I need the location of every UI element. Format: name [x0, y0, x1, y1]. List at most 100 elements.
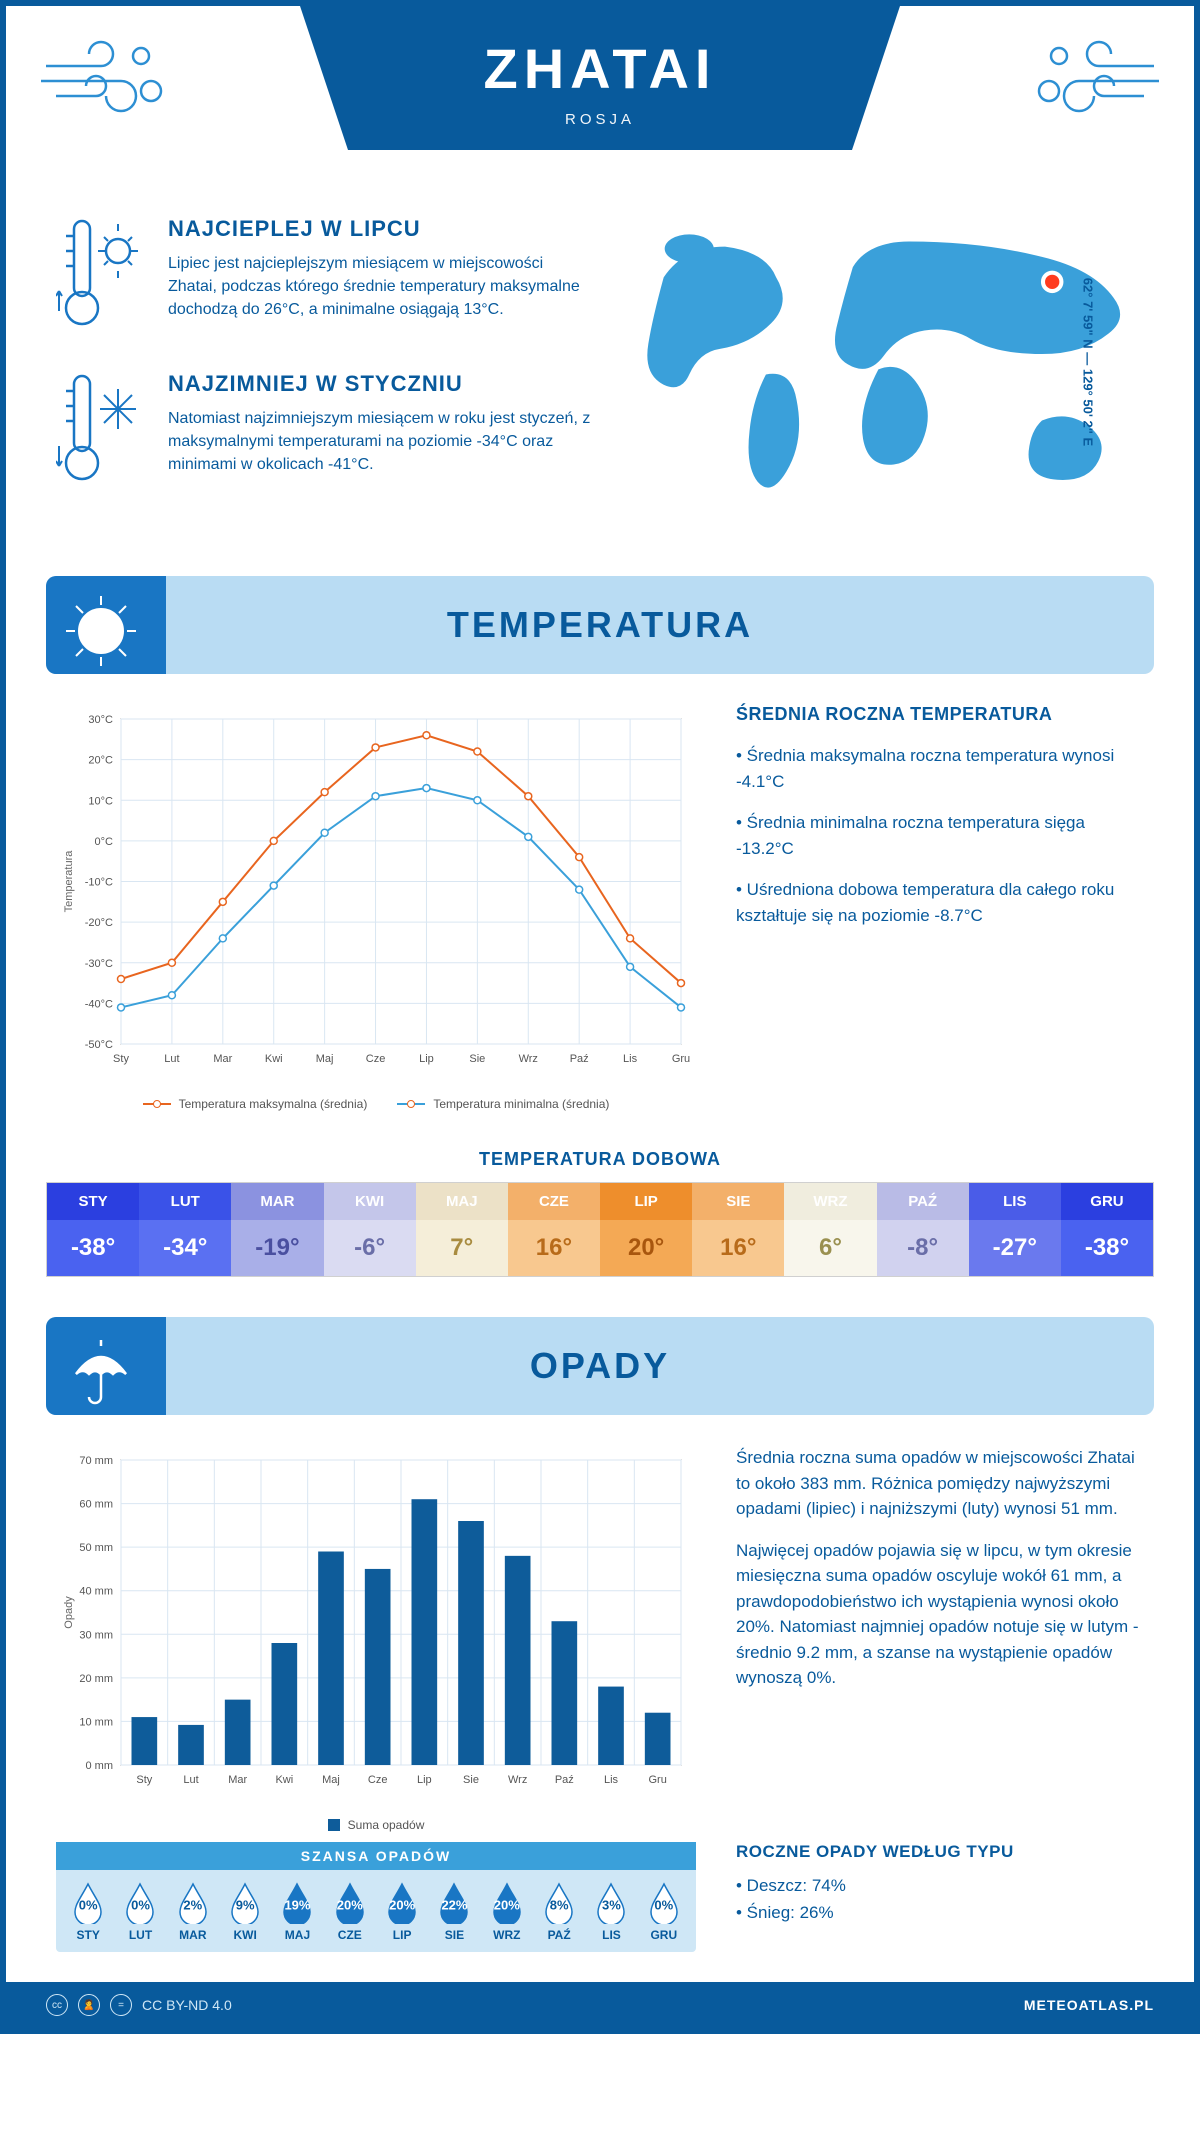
svg-text:Temperatura: Temperatura	[63, 850, 75, 913]
temperature-banner: TEMPERATURA	[46, 576, 1154, 674]
svg-text:Kwi: Kwi	[265, 1053, 283, 1065]
month-cell: MAR -19°	[231, 1183, 323, 1276]
svg-text:-30°C: -30°C	[85, 958, 113, 970]
svg-text:60 mm: 60 mm	[79, 1499, 113, 1511]
legend-min: Temperatura minimalna (średnia)	[433, 1097, 609, 1111]
month-cell: CZE 16°	[508, 1183, 600, 1276]
coordinates: 62° 7' 59" N — 129° 50' 2" E	[1080, 277, 1095, 445]
rain-chance-box: SZANSA OPADÓW 0% STY 0% LUT	[56, 1842, 696, 1952]
precipitation-banner: OPADY	[46, 1317, 1154, 1415]
temp-bullet: • Średnia maksymalna roczna temperatura …	[736, 743, 1144, 794]
svg-text:Maj: Maj	[316, 1053, 334, 1065]
svg-text:-20°C: -20°C	[85, 917, 113, 929]
precip-legend: Suma opadów	[56, 1818, 696, 1832]
chance-cell: 0% LUT	[114, 1882, 166, 1942]
svg-text:Wrz: Wrz	[519, 1053, 538, 1065]
sun-icon	[46, 576, 166, 674]
wind-icon	[41, 36, 171, 131]
brand-text: METEOATLAS.PL	[1024, 1997, 1154, 2013]
svg-text:50 mm: 50 mm	[79, 1542, 113, 1554]
by-icon: 🙎	[78, 1994, 100, 2016]
header: ZHATAI ROSJA	[6, 6, 1194, 206]
svg-text:10°C: 10°C	[88, 795, 113, 807]
month-cell: MAJ 7°	[416, 1183, 508, 1276]
chance-cell: 22% SIE	[428, 1882, 480, 1942]
temperature-summary: ŚREDNIA ROCZNA TEMPERATURA • Średnia mak…	[736, 704, 1144, 1111]
svg-text:Sty: Sty	[136, 1774, 152, 1786]
svg-text:Lut: Lut	[164, 1053, 179, 1065]
svg-text:Wrz: Wrz	[508, 1774, 527, 1786]
svg-text:Paź: Paź	[555, 1774, 574, 1786]
svg-text:Cze: Cze	[366, 1053, 386, 1065]
svg-text:-10°C: -10°C	[85, 877, 113, 889]
chance-title: SZANSA OPADÓW	[56, 1842, 696, 1870]
svg-text:70 mm: 70 mm	[79, 1455, 113, 1467]
svg-text:Mar: Mar	[213, 1053, 232, 1065]
svg-text:Kwi: Kwi	[275, 1774, 293, 1786]
svg-text:Lis: Lis	[604, 1774, 619, 1786]
precipitation-summary: Średnia roczna suma opadów w miejscowośc…	[736, 1445, 1144, 1832]
temp-bullet: • Uśredniona dobowa temperatura dla całe…	[736, 877, 1144, 928]
month-cell: PAŹ -8°	[877, 1183, 969, 1276]
chance-cell: 20% LIP	[376, 1882, 428, 1942]
svg-text:Lut: Lut	[183, 1774, 198, 1786]
temp-legend: .lswatch:nth-child(1)::after{border-colo…	[56, 1097, 696, 1111]
chance-cell: 2% MAR	[167, 1882, 219, 1942]
svg-text:0°C: 0°C	[95, 836, 114, 848]
svg-text:-40°C: -40°C	[85, 998, 113, 1010]
precipitation-chart: 0 mm 10 mm 20 mm 30 mm 40 mm 50 mm 60 mm 70 mm S…	[56, 1445, 696, 1832]
daily-temp-title: TEMPERATURA DOBOWA	[6, 1149, 1194, 1170]
chance-cell: 20% CZE	[324, 1882, 376, 1942]
svg-text:20 mm: 20 mm	[79, 1673, 113, 1685]
svg-text:Lis: Lis	[623, 1053, 638, 1065]
month-cell: LUT -34°	[139, 1183, 231, 1276]
svg-text:-50°C: -50°C	[85, 1039, 113, 1051]
svg-text:Maj: Maj	[322, 1774, 340, 1786]
temp-bullet: • Średnia minimalna roczna temperatura s…	[736, 810, 1144, 861]
chance-cell: 3% LIS	[585, 1882, 637, 1942]
month-cell: LIP 20°	[600, 1183, 692, 1276]
world-map	[633, 216, 1144, 502]
svg-text:40 mm: 40 mm	[79, 1586, 113, 1598]
chance-cell: 20% WRZ	[481, 1882, 533, 1942]
svg-text:Lip: Lip	[417, 1774, 432, 1786]
svg-text:30°C: 30°C	[88, 714, 113, 726]
hot-text: Lipiec jest najcieplejszym miesiącem w m…	[168, 252, 593, 322]
license-text: CC BY-ND 4.0	[142, 1997, 232, 2013]
svg-text:Opady: Opady	[63, 1596, 75, 1629]
intro-section: NAJCIEPLEJ W LIPCU Lipiec jest najcieple…	[6, 206, 1194, 566]
nd-icon: =	[110, 1994, 132, 2016]
month-cell: WRZ 6°	[784, 1183, 876, 1276]
chance-cell: 8% PAŹ	[533, 1882, 585, 1942]
cc-icon: cc	[46, 1994, 68, 2016]
footer: cc 🙎 = CC BY-ND 4.0 METEOATLAS.PL	[6, 1982, 1194, 2028]
month-cell: GRU -38°	[1061, 1183, 1153, 1276]
svg-text:Lip: Lip	[419, 1053, 434, 1065]
precip-para: Średnia roczna suma opadów w miejscowośc…	[736, 1445, 1144, 1522]
svg-text:Gru: Gru	[672, 1053, 690, 1065]
svg-text:Sie: Sie	[469, 1053, 485, 1065]
umbrella-icon	[46, 1317, 166, 1415]
legend-sum: Suma opadów	[348, 1818, 425, 1832]
cold-title: NAJZIMNIEJ W STYCZNIU	[168, 371, 593, 397]
svg-text:20°C: 20°C	[88, 755, 113, 767]
svg-text:Gru: Gru	[648, 1774, 666, 1786]
chance-cell: 19% MAJ	[271, 1882, 323, 1942]
country-label: ROSJA	[400, 111, 800, 128]
svg-text:Mar: Mar	[228, 1774, 247, 1786]
svg-text:Paź: Paź	[570, 1053, 589, 1065]
svg-text:Sty: Sty	[113, 1053, 129, 1065]
hot-fact: NAJCIEPLEJ W LIPCU Lipiec jest najcieple…	[56, 216, 593, 341]
svg-text:10 mm: 10 mm	[79, 1716, 113, 1728]
svg-text:30 mm: 30 mm	[79, 1629, 113, 1641]
temp-summary-title: ŚREDNIA ROCZNA TEMPERATURA	[736, 704, 1144, 725]
cold-fact: NAJZIMNIEJ W STYCZNIU Natomiast najzimni…	[56, 371, 593, 496]
svg-text:0 mm: 0 mm	[86, 1760, 114, 1772]
temperature-title: TEMPERATURA	[447, 604, 753, 645]
svg-text:Sie: Sie	[463, 1774, 479, 1786]
city-title: ZHATAI	[400, 36, 800, 101]
temperature-chart: -50°C -40°C -30°C -20°C -10°C 0°C 10°C 20°C 30°C…	[56, 704, 696, 1111]
precipitation-title: OPADY	[530, 1345, 670, 1386]
hot-title: NAJCIEPLEJ W LIPCU	[168, 216, 593, 242]
chance-cell: 0% GRU	[638, 1882, 690, 1942]
